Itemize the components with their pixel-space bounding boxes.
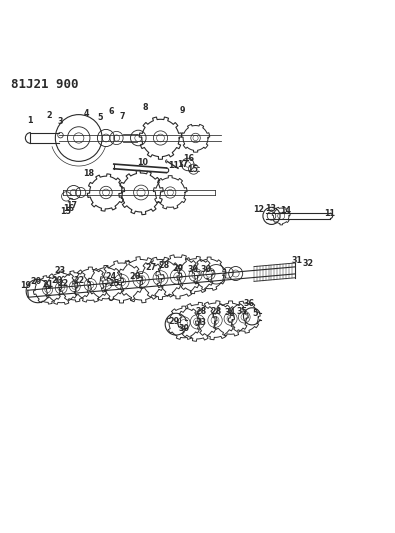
Text: 31: 31: [291, 256, 302, 265]
Text: 23: 23: [55, 266, 66, 275]
Text: 9: 9: [179, 106, 185, 115]
Text: 1: 1: [27, 116, 33, 125]
Text: 33: 33: [195, 319, 206, 327]
Text: 25: 25: [108, 279, 119, 288]
Text: 16: 16: [64, 204, 75, 213]
Text: 17: 17: [67, 201, 77, 210]
Text: 17: 17: [177, 160, 188, 169]
Text: 5: 5: [98, 113, 103, 122]
Text: 30: 30: [201, 265, 212, 274]
Text: 4: 4: [84, 109, 89, 118]
Text: 11: 11: [324, 208, 335, 217]
Text: 22: 22: [58, 279, 69, 288]
Text: 15: 15: [187, 165, 198, 174]
Text: 81J21 900: 81J21 900: [11, 78, 78, 91]
Text: 8: 8: [142, 103, 148, 112]
Text: 12: 12: [254, 205, 265, 214]
Text: 30: 30: [179, 324, 189, 333]
Text: 7: 7: [120, 112, 126, 120]
Text: 26: 26: [130, 272, 141, 281]
Text: 36: 36: [243, 299, 254, 308]
Text: 13: 13: [265, 204, 276, 213]
Text: 35: 35: [237, 307, 248, 316]
Text: 28: 28: [159, 261, 170, 270]
Text: 22: 22: [73, 277, 85, 285]
Text: 29: 29: [169, 317, 180, 326]
Text: 10: 10: [137, 158, 148, 167]
Text: 19: 19: [20, 281, 31, 290]
Text: 15: 15: [60, 207, 71, 216]
Text: 32: 32: [303, 259, 314, 268]
Text: 28: 28: [196, 307, 207, 316]
Text: 20: 20: [52, 276, 63, 285]
Text: 27: 27: [145, 263, 156, 272]
Text: 5: 5: [252, 309, 258, 318]
Text: 6: 6: [108, 107, 114, 116]
Text: 2: 2: [47, 111, 52, 120]
Text: 3: 3: [58, 117, 63, 126]
Text: 24: 24: [105, 272, 117, 281]
Text: 16: 16: [183, 154, 194, 163]
Text: 14: 14: [280, 206, 291, 215]
Text: 30: 30: [187, 265, 198, 274]
Text: 21: 21: [42, 280, 53, 289]
Text: 29: 29: [173, 263, 184, 272]
Text: 20: 20: [30, 277, 41, 286]
Text: 11: 11: [168, 161, 179, 169]
Text: 18: 18: [83, 168, 94, 177]
Text: 34: 34: [225, 308, 236, 317]
Text: 28: 28: [211, 307, 222, 316]
